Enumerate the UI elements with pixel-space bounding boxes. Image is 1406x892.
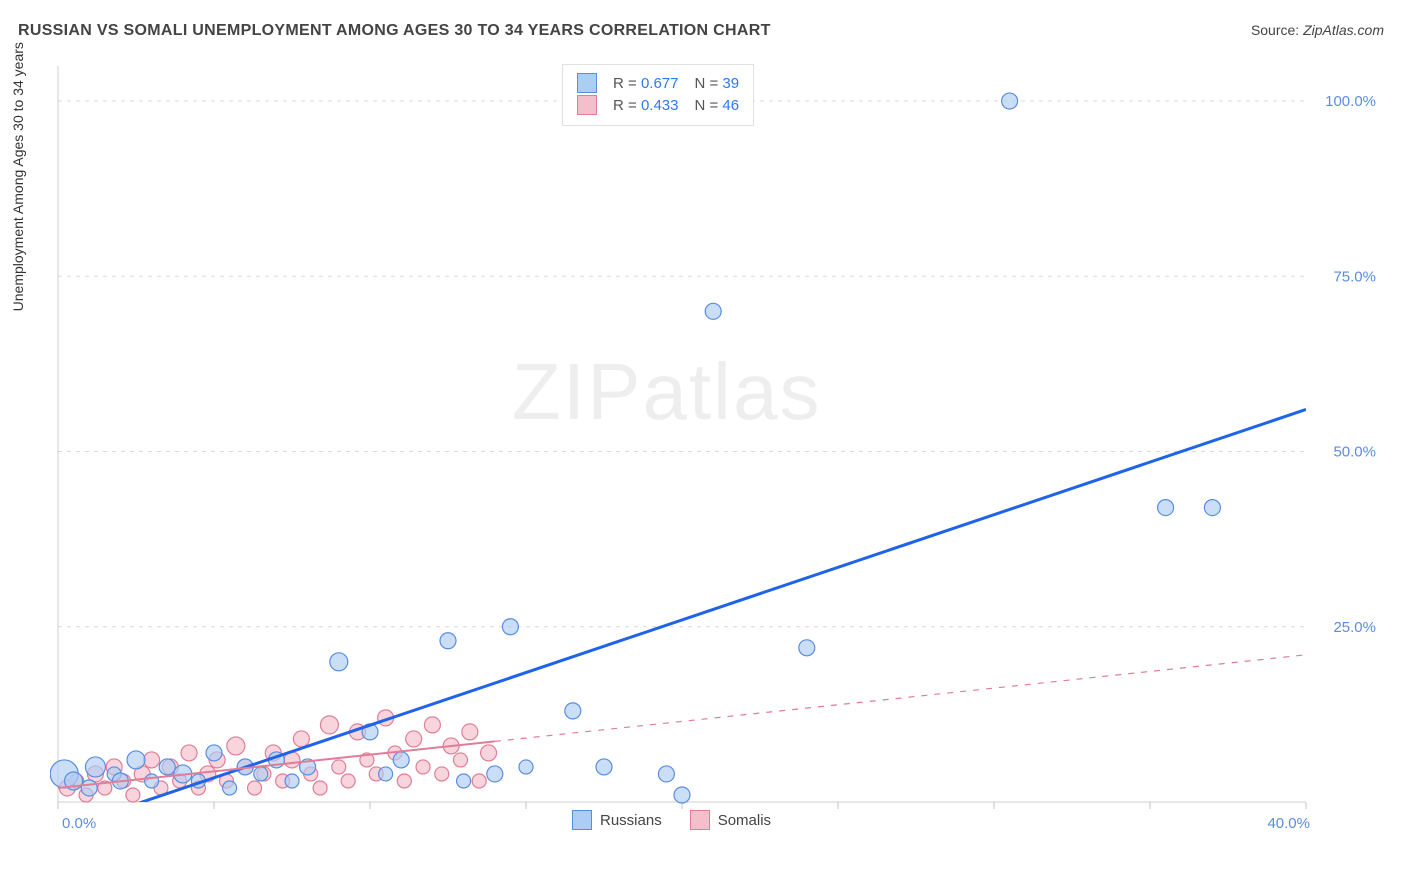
russians-point: [565, 703, 581, 719]
russians-point: [254, 767, 268, 781]
somalis-point: [481, 745, 497, 761]
russians-point: [596, 759, 612, 775]
y-tick-label: 75.0%: [1333, 268, 1376, 285]
x-tick-label: 0.0%: [62, 815, 96, 832]
legend-r-value: R = 0.433: [613, 97, 678, 114]
russians-point: [379, 767, 393, 781]
russians-point: [1204, 500, 1220, 516]
somalis-point: [416, 760, 430, 774]
y-tick-label: 25.0%: [1333, 619, 1376, 636]
russians-point: [487, 766, 503, 782]
legend-swatch: [572, 810, 592, 830]
y-tick-label: 50.0%: [1333, 444, 1376, 461]
somalis-trendline-extrapolated: [495, 655, 1306, 742]
y-tick-label: 100.0%: [1325, 93, 1376, 110]
legend-series-item: Somalis: [690, 810, 771, 830]
legend-series-label: Somalis: [718, 812, 771, 829]
legend-swatch: [577, 73, 597, 93]
russians-point: [81, 780, 97, 796]
russians-point: [1002, 93, 1018, 109]
legend-n-value: N = 39: [694, 75, 739, 92]
source-attribution: Source: ZipAtlas.com: [1251, 22, 1384, 38]
legend-swatch: [577, 95, 597, 115]
somalis-point: [341, 774, 355, 788]
legend-n-value: N = 46: [694, 97, 739, 114]
russians-point: [330, 653, 348, 671]
russians-point: [393, 752, 409, 768]
series-legend: Russians Somalis: [572, 810, 771, 830]
russians-point: [440, 633, 456, 649]
somalis-point: [397, 774, 411, 788]
russians-point: [206, 745, 222, 761]
somalis-point: [332, 760, 346, 774]
legend-swatch: [690, 810, 710, 830]
chart-title: RUSSIAN VS SOMALI UNEMPLOYMENT AMONG AGE…: [18, 22, 771, 40]
x-tick-label: 40.0%: [1267, 815, 1310, 832]
russians-point: [502, 619, 518, 635]
somalis-point: [293, 731, 309, 747]
russians-point: [519, 760, 533, 774]
source-value: ZipAtlas.com: [1303, 22, 1384, 38]
russians-point: [705, 303, 721, 319]
russians-point: [285, 774, 299, 788]
russians-point: [85, 757, 105, 777]
scatter-chart: 25.0% 50.0% 75.0% 100.0% 0.0% 40.0%: [50, 60, 1386, 838]
somalis-point: [406, 731, 422, 747]
legend-stat-row: R = 0.433 N = 46: [577, 95, 739, 115]
russians-trendline: [80, 409, 1306, 823]
source-label: Source:: [1251, 22, 1299, 38]
correlation-legend: R = 0.677 N = 39 R = 0.433 N = 46: [562, 64, 754, 126]
somalis-point: [181, 745, 197, 761]
somalis-point: [462, 724, 478, 740]
russians-point: [457, 774, 471, 788]
russians-point: [145, 774, 159, 788]
russians-point: [223, 781, 237, 795]
russians-point: [159, 759, 175, 775]
somalis-point: [248, 781, 262, 795]
somalis-point: [144, 752, 160, 768]
legend-r-value: R = 0.677: [613, 75, 678, 92]
somalis-point: [313, 781, 327, 795]
legend-stat-row: R = 0.677 N = 39: [577, 73, 739, 93]
somalis-point: [424, 717, 440, 733]
somalis-point: [320, 716, 338, 734]
legend-series-label: Russians: [600, 812, 662, 829]
russians-point: [127, 751, 145, 769]
russians-point: [658, 766, 674, 782]
russians-point: [674, 787, 690, 803]
legend-series-item: Russians: [572, 810, 662, 830]
somalis-point: [435, 767, 449, 781]
somalis-point: [472, 774, 486, 788]
y-axis-label: Unemployment Among Ages 30 to 34 years: [10, 42, 26, 311]
somalis-point: [126, 788, 140, 802]
somalis-point: [227, 737, 245, 755]
russians-point: [1158, 500, 1174, 516]
somalis-point: [453, 753, 467, 767]
russians-point: [799, 640, 815, 656]
